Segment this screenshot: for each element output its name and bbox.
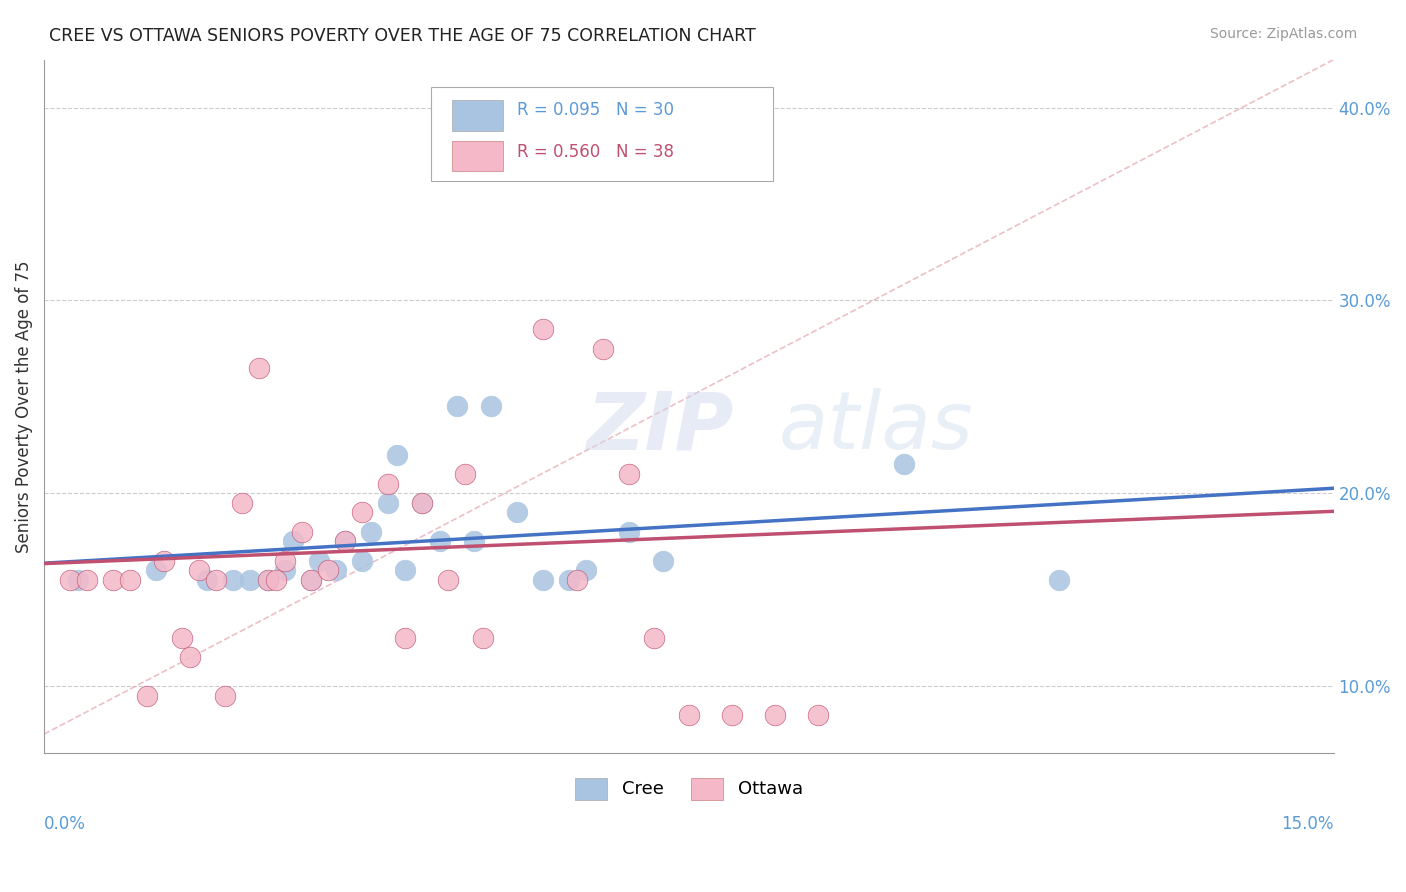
Point (333, 534, 356, 549)
Y-axis label: Seniors Poverty Over the Age of 75: Seniors Poverty Over the Age of 75 (15, 260, 32, 553)
Point (506, 506, 529, 520)
Point (274, 563, 297, 577)
Point (308, 554, 330, 568)
Point (120, 573, 142, 587)
Point (377, 496, 399, 510)
Point (59, 573, 82, 587)
Point (763, 707, 786, 722)
Point (299, 573, 322, 587)
Point (222, 573, 245, 587)
Point (429, 534, 451, 549)
Point (283, 534, 305, 549)
Legend: Cree, Ottawa: Cree, Ottawa (568, 771, 810, 806)
Point (506, 159, 529, 173)
FancyBboxPatch shape (451, 141, 503, 171)
Point (291, 524, 314, 539)
Point (893, 458, 915, 472)
Point (479, 400, 502, 414)
Point (76, 573, 98, 587)
Point (617, 524, 640, 539)
Point (652, 554, 675, 568)
Point (205, 573, 228, 587)
Point (170, 631, 193, 645)
Point (316, 563, 339, 577)
Point (548, 139, 571, 153)
Point (592, 342, 614, 356)
Text: Source: ZipAtlas.com: Source: ZipAtlas.com (1209, 27, 1357, 41)
Text: R = 0.560   N = 38: R = 0.560 N = 38 (517, 144, 675, 161)
Point (437, 573, 460, 587)
Point (446, 400, 468, 414)
Text: CREE VS OTTAWA SENIORS POVERTY OVER THE AGE OF 75 CORRELATION CHART: CREE VS OTTAWA SENIORS POVERTY OVER THE … (49, 27, 756, 45)
Point (454, 467, 477, 481)
Point (136, 689, 159, 703)
Point (565, 573, 588, 587)
Point (231, 496, 253, 510)
Point (197, 573, 219, 587)
FancyBboxPatch shape (451, 100, 503, 130)
Text: 15.0%: 15.0% (1281, 815, 1334, 833)
Point (1047, 573, 1070, 587)
Point (264, 573, 287, 587)
Point (463, 534, 485, 549)
Point (531, 322, 554, 336)
Point (247, 360, 270, 375)
Point (179, 650, 201, 665)
Point (101, 573, 124, 587)
FancyBboxPatch shape (432, 87, 773, 181)
Point (299, 573, 322, 587)
Point (239, 573, 262, 587)
Text: 0.0%: 0.0% (44, 815, 86, 833)
Point (67, 573, 90, 587)
Point (394, 631, 416, 645)
Point (807, 707, 830, 722)
Point (471, 631, 494, 645)
Point (643, 631, 665, 645)
Point (352, 554, 374, 568)
Point (187, 563, 209, 577)
Point (557, 573, 579, 587)
Point (411, 496, 433, 510)
Point (394, 563, 416, 577)
Point (333, 534, 356, 549)
Point (153, 554, 176, 568)
Point (617, 467, 640, 481)
Point (352, 506, 374, 520)
Point (721, 707, 744, 722)
Point (145, 563, 167, 577)
Point (531, 573, 554, 587)
Text: atlas: atlas (779, 388, 974, 467)
Point (256, 573, 278, 587)
Point (274, 554, 297, 568)
Point (575, 563, 598, 577)
Point (360, 524, 382, 539)
Point (256, 573, 278, 587)
Text: ZIP: ZIP (586, 388, 733, 467)
Point (377, 476, 399, 491)
Text: R = 0.095   N = 30: R = 0.095 N = 30 (517, 101, 675, 119)
Point (214, 689, 236, 703)
Point (385, 448, 408, 462)
Point (411, 496, 433, 510)
Point (325, 563, 347, 577)
Point (678, 707, 700, 722)
